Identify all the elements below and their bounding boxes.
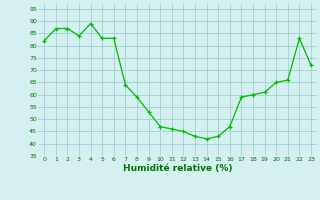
X-axis label: Humidité relative (%): Humidité relative (%) bbox=[123, 164, 232, 173]
